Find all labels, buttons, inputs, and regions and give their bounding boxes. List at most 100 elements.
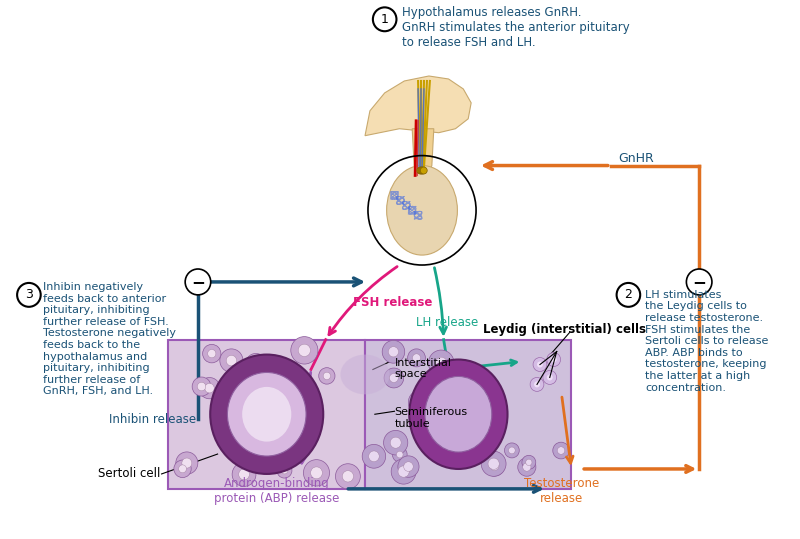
Ellipse shape [410,360,507,469]
Circle shape [537,362,543,368]
Circle shape [553,442,570,459]
Circle shape [398,466,410,477]
Circle shape [404,462,414,472]
Circle shape [418,167,425,174]
Circle shape [617,283,640,307]
Circle shape [246,354,266,374]
Circle shape [466,397,479,412]
Circle shape [220,349,243,372]
Circle shape [397,451,403,458]
Circle shape [482,451,506,476]
Circle shape [373,8,397,31]
Circle shape [391,459,416,484]
Circle shape [398,456,419,478]
Circle shape [277,361,293,376]
Circle shape [547,375,553,381]
Circle shape [484,455,505,476]
Text: 2: 2 [625,288,632,301]
Circle shape [489,389,495,395]
Circle shape [418,167,426,174]
Circle shape [176,452,198,474]
Circle shape [283,367,290,374]
Circle shape [427,410,438,421]
Circle shape [470,402,476,408]
Circle shape [470,440,490,461]
Circle shape [241,378,252,390]
Circle shape [435,357,447,369]
Circle shape [286,378,306,400]
Circle shape [310,467,322,479]
Circle shape [208,349,216,358]
Circle shape [230,374,251,396]
Circle shape [466,399,474,407]
Circle shape [323,372,330,379]
Ellipse shape [227,372,306,456]
Text: Interstitial
space: Interstitial space [394,357,451,379]
Circle shape [526,459,532,466]
Circle shape [415,397,426,408]
Circle shape [419,167,426,174]
Circle shape [238,469,250,480]
Circle shape [509,447,515,454]
Circle shape [234,371,259,397]
Circle shape [303,460,330,486]
Circle shape [420,167,427,174]
Circle shape [262,358,289,386]
Circle shape [205,383,214,393]
Circle shape [281,365,288,372]
Circle shape [182,458,192,468]
Circle shape [382,341,405,363]
Circle shape [462,395,478,412]
Circle shape [518,458,536,476]
Circle shape [429,350,454,376]
Circle shape [281,467,288,474]
Circle shape [269,366,282,378]
Circle shape [388,347,398,357]
Circle shape [534,382,540,388]
Circle shape [390,437,401,448]
Text: Inhibin negatively
feeds back to anterior
pituitary, inhibiting
further release : Inhibin negatively feeds back to anterio… [42,282,176,396]
Circle shape [291,337,318,364]
Circle shape [243,375,266,398]
Circle shape [427,385,438,396]
Circle shape [420,379,444,403]
Text: Testosterone
release: Testosterone release [524,477,599,505]
Circle shape [232,462,256,486]
Circle shape [202,344,221,363]
Circle shape [335,464,360,489]
Circle shape [408,349,426,367]
Text: FSH release: FSH release [354,296,433,309]
Circle shape [408,390,433,414]
Circle shape [298,344,310,356]
Circle shape [490,461,499,471]
Ellipse shape [242,387,291,441]
FancyBboxPatch shape [169,340,365,489]
Circle shape [533,357,547,371]
Ellipse shape [425,376,492,452]
Circle shape [199,377,220,399]
Circle shape [369,451,379,461]
Circle shape [530,377,544,391]
Text: Androgen-binding
protein (ABP) release: Androgen-binding protein (ABP) release [214,477,339,505]
Circle shape [251,359,261,369]
Circle shape [279,363,294,378]
Circle shape [547,353,561,367]
Circle shape [420,402,446,429]
Circle shape [413,354,421,362]
Circle shape [17,283,41,307]
Circle shape [522,455,536,469]
Circle shape [362,445,386,468]
Circle shape [318,368,335,384]
Circle shape [543,370,557,384]
Circle shape [192,377,211,396]
Circle shape [277,463,292,478]
Circle shape [178,465,186,473]
Text: Sertoli cell: Sertoli cell [98,467,161,480]
Circle shape [262,419,277,434]
Ellipse shape [210,355,323,474]
Circle shape [686,269,712,295]
Text: Seminiferous
tubule: Seminiferous tubule [394,407,468,429]
Circle shape [236,380,246,390]
Ellipse shape [341,355,390,395]
Circle shape [174,460,191,478]
